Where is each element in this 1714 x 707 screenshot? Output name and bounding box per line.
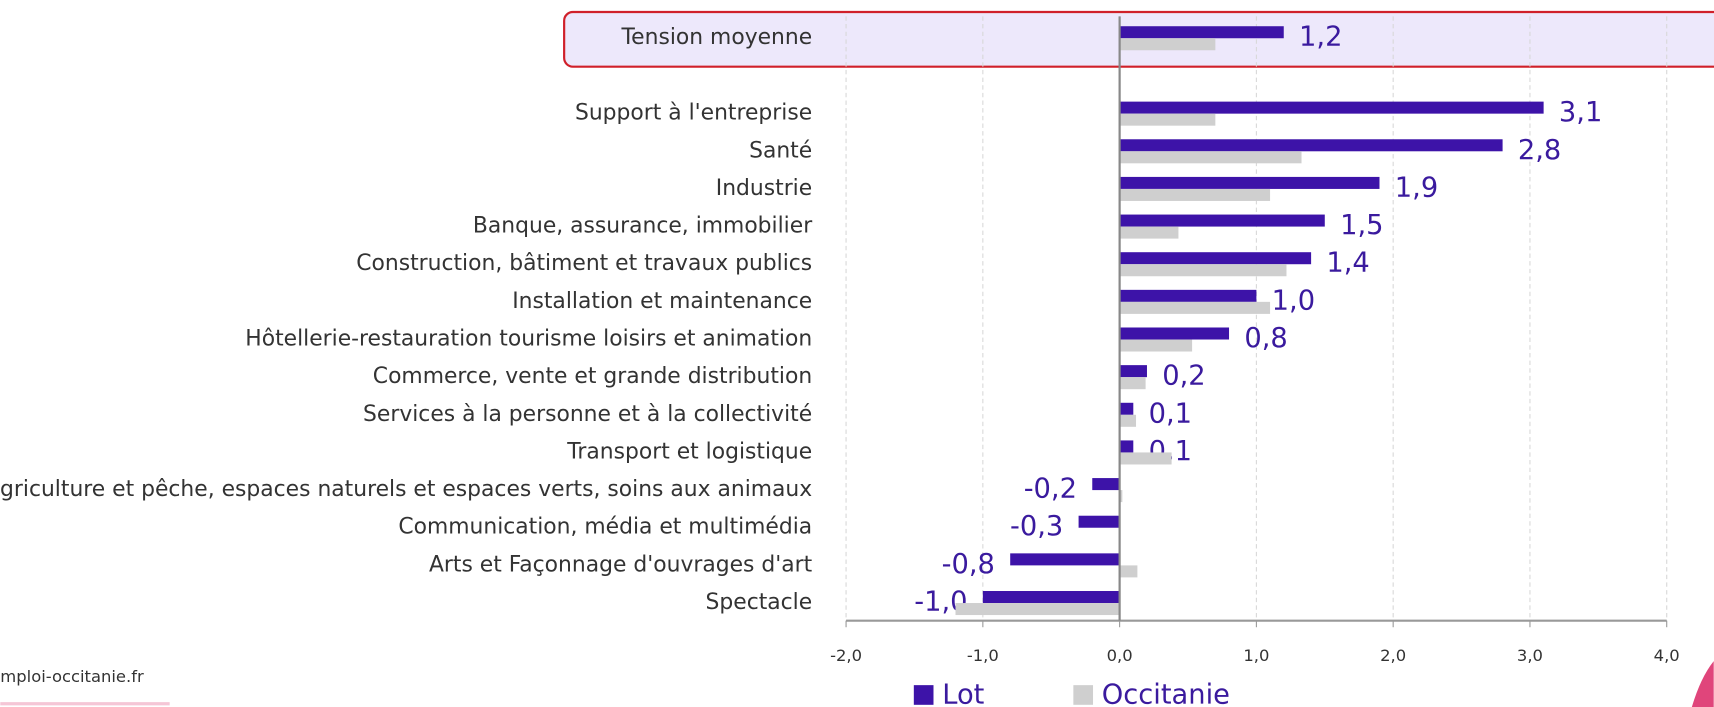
x-tick-label: 3,0 [1517, 646, 1543, 665]
legend-swatch [913, 685, 934, 705]
value-label: 2,8 [1518, 135, 1561, 166]
x-tick-label: -1,0 [967, 646, 999, 665]
bar [1119, 38, 1216, 51]
value-label: 3,1 [1559, 97, 1602, 128]
category-label: Commerce, vente et grande distribution [373, 364, 812, 389]
bar [1119, 440, 1134, 453]
value-label: -0,3 [1010, 511, 1063, 542]
bar [1119, 414, 1137, 427]
category-label: Transport et logistique [566, 439, 812, 464]
bar [1119, 402, 1134, 415]
x-tick-label: 2,0 [1380, 646, 1406, 665]
value-label: 1,4 [1326, 248, 1369, 279]
footer: mploi-occitanie.fr [0, 667, 144, 686]
category-label: Communication, média et multimédia [398, 515, 812, 540]
logo-fragment [1691, 661, 1714, 707]
bar [1010, 553, 1120, 566]
x-tick-label: 4,0 [1654, 646, 1680, 665]
category-label: Santé [749, 138, 812, 163]
value-label: 1,9 [1395, 172, 1438, 203]
category-label: Agriculture et pêche, espaces naturels e… [0, 477, 812, 502]
bar [1119, 339, 1193, 352]
value-label: 0,8 [1244, 323, 1287, 354]
bar [1119, 327, 1230, 340]
category-label: Hôtellerie-restauration tourisme loisirs… [245, 327, 812, 352]
bar [1119, 490, 1123, 503]
value-label: 1,5 [1340, 210, 1383, 241]
bar [1119, 176, 1380, 189]
bar [1119, 301, 1271, 314]
bar [1092, 478, 1120, 491]
bar [1119, 565, 1138, 578]
bar [1119, 214, 1325, 227]
legend-swatch [1073, 685, 1094, 705]
bar [1119, 139, 1503, 152]
category-label: Tension moyenne [621, 25, 813, 50]
bar [1119, 226, 1179, 239]
bar [1119, 101, 1544, 114]
legend-label: Occitanie [1102, 680, 1230, 707]
category-label: Support à l'entreprise [575, 101, 812, 126]
category-label: Arts et Façonnage d'ouvrages d'art [429, 552, 813, 577]
bar [1119, 264, 1287, 277]
bar [982, 591, 1120, 604]
x-tick-label: 1,0 [1243, 646, 1269, 665]
category-label: Installation et maintenance [512, 289, 812, 314]
bar [1119, 452, 1172, 465]
bar [1119, 113, 1216, 126]
x-tick-label: -2,0 [830, 646, 862, 665]
bar [1119, 377, 1146, 390]
bar [1119, 365, 1147, 378]
bar [1119, 151, 1302, 164]
category-label: Industrie [716, 176, 812, 201]
category-label: Construction, bâtiment et travaux public… [356, 251, 812, 276]
bar [955, 603, 1120, 616]
bar [1119, 26, 1284, 39]
value-label: 0,1 [1149, 398, 1192, 429]
legend-label: Lot [942, 680, 984, 707]
bar [1119, 188, 1271, 201]
category-label: Spectacle [706, 590, 813, 615]
bar [1119, 252, 1312, 265]
value-label: -0,8 [942, 549, 995, 580]
category-label: Services à la personne et à la collectiv… [363, 402, 812, 427]
value-label: 1,2 [1299, 22, 1342, 53]
x-tick-label: 0,0 [1107, 646, 1133, 665]
bar [1078, 515, 1120, 528]
value-label: 0,2 [1162, 361, 1205, 392]
value-label: -0,2 [1024, 474, 1077, 505]
value-label: 1,0 [1272, 285, 1315, 316]
bar [1119, 289, 1257, 302]
category-label: Banque, assurance, immobilier [473, 214, 812, 239]
